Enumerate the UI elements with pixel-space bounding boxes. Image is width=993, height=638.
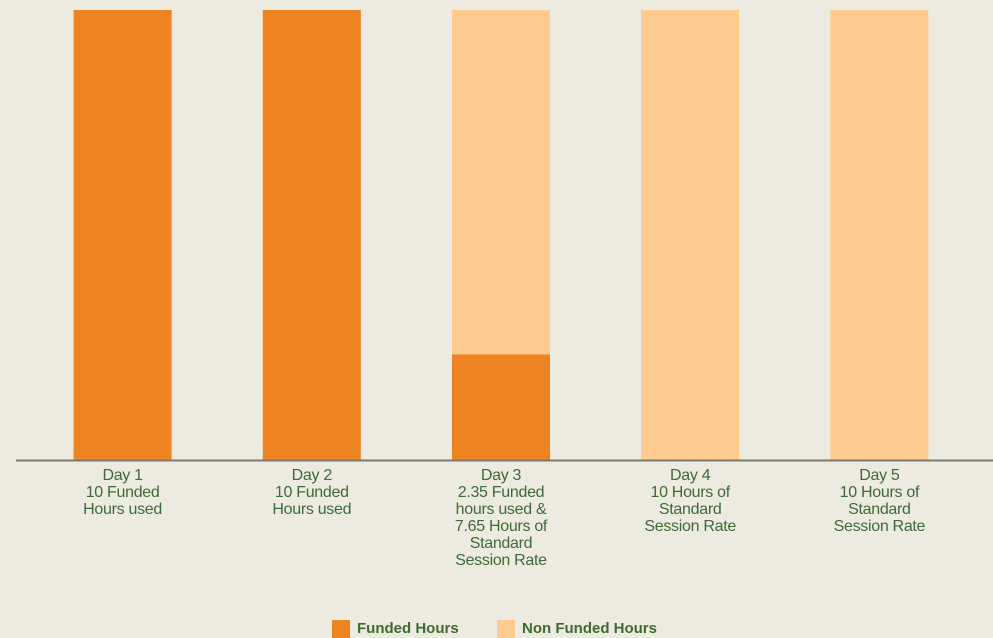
- bar-segment: [641, 10, 740, 460]
- x-tick-label: Day 2 10 Funded Hours used: [272, 467, 352, 518]
- legend-swatch: [332, 620, 350, 638]
- x-tick-label: Day 1 10 Funded Hours used: [83, 467, 162, 518]
- legend-swatch: [497, 620, 515, 638]
- legend-label: Non Funded Hours: [522, 620, 657, 637]
- bar-segment: [262, 10, 361, 460]
- x-tick-label: Day 5 10 Hours of Standard Session Rate: [833, 467, 926, 535]
- x-tick-label: Day 4 10 Hours of Standard Session Rate: [644, 467, 736, 535]
- bar-segment: [452, 354, 550, 460]
- bar-segment: [73, 10, 172, 460]
- legend-label: Funded Hours: [357, 620, 459, 637]
- x-tick-label: Day 3 2.35 Funded hours used & 7.65 Hour…: [454, 467, 548, 569]
- bar-segment: [830, 10, 929, 460]
- bar-segment: [452, 10, 550, 355]
